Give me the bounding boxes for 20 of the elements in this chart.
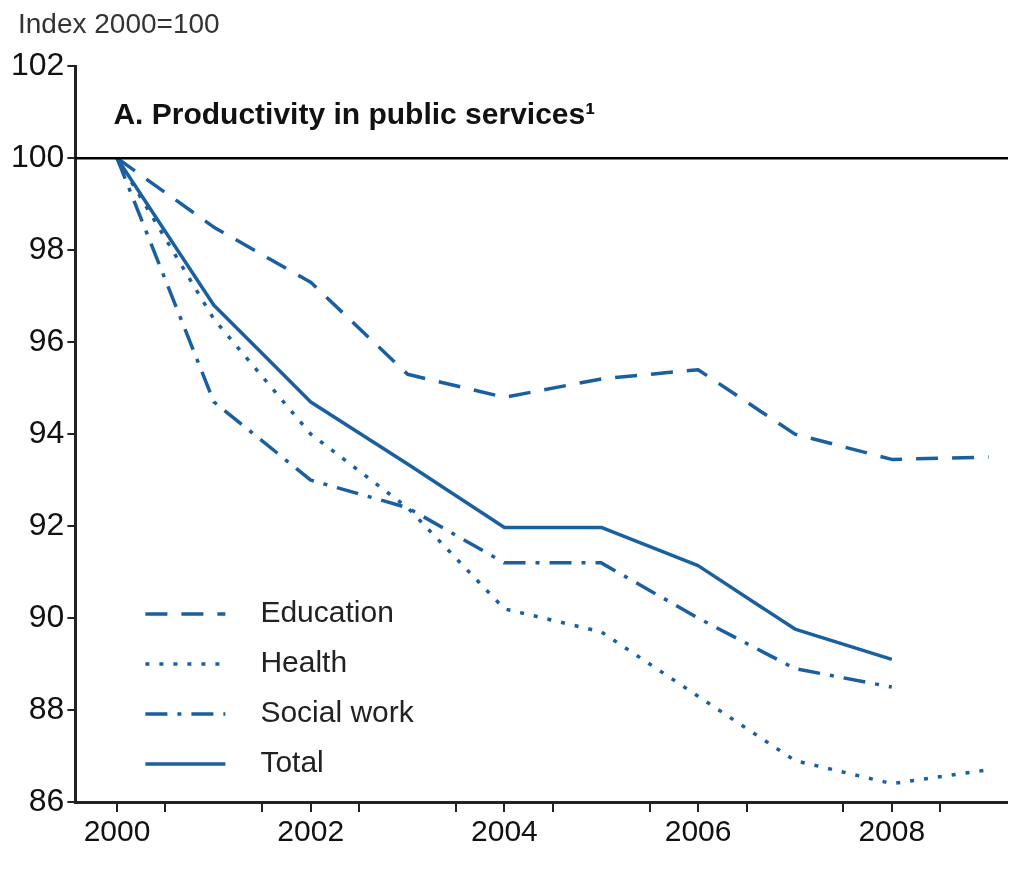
legend-label: Total [260,745,324,779]
y-tick-label: 102 [11,46,65,83]
text: A. Productivity in public services¹ [113,97,596,131]
x-tick-label: 2004 [471,814,538,848]
x-tick-label: 2006 [664,814,732,848]
y-tick-label: 94 [28,413,65,450]
x-tick-label: 2002 [277,814,345,848]
y-tick-label: 96 [28,321,65,358]
y-tick-label: 100 [11,138,65,174]
y-tick-label: 98 [28,229,65,266]
y-tick-label: 86 [28,781,65,818]
y-axis-title: Index 2000=100 [18,8,221,40]
x-tick-label: 2008 [858,814,926,848]
y-tick-label: 92 [28,505,65,542]
legend-label: Education [260,595,394,629]
y-tick-label: 88 [28,689,65,726]
y-tick-label: 90 [28,597,65,634]
legend-label: Social work [260,695,415,729]
legend-label: Health [260,645,348,679]
x-tick-label: 2000 [83,814,151,848]
